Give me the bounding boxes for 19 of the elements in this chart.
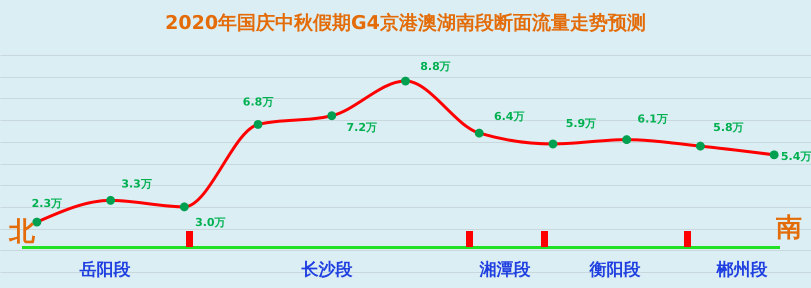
annotation: 北	[9, 216, 35, 249]
data-label: 5.8万	[713, 121, 744, 134]
data-label: 6.1万	[637, 112, 668, 126]
chart-title: 2020年国庆中秋假期G4京港澳湖南段断面流量走势预测	[165, 12, 646, 34]
annotation: 南	[776, 212, 802, 245]
annotation: 衡阳段	[590, 259, 640, 281]
data-label: 6.4万	[494, 110, 524, 124]
data-label: 3.3万	[121, 177, 152, 190]
data-label: 2.3万	[32, 197, 62, 210]
data-label: 8.8万	[420, 60, 451, 74]
annotation: 湘潭段	[480, 259, 530, 281]
data-label: 3.0万	[195, 216, 226, 229]
data-label: 6.8万	[242, 95, 274, 108]
annotation: 岳阳段	[80, 259, 130, 281]
annotation: 长沙段	[302, 259, 352, 281]
annotation: 郴州段	[716, 259, 768, 281]
data-label: 5.9万	[566, 116, 596, 130]
data-label: 5.4万	[780, 150, 811, 163]
data-label: 7.2万	[346, 120, 378, 134]
